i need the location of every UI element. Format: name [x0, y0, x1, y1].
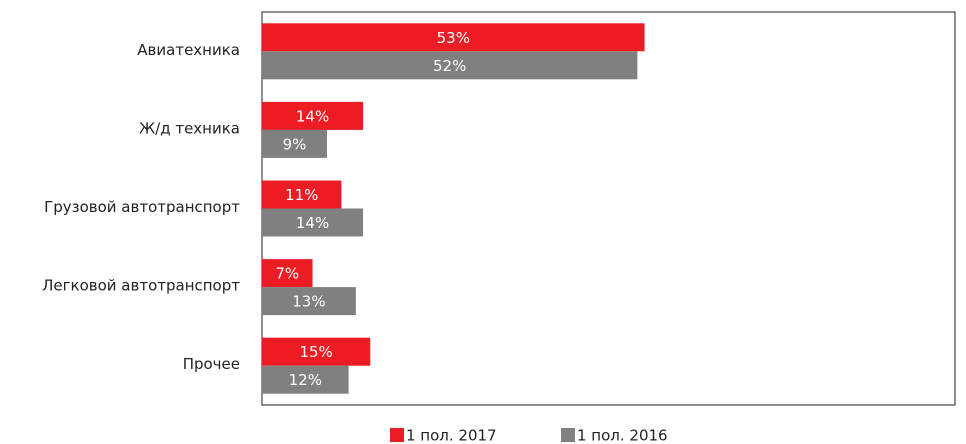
bar [262, 365, 349, 394]
y-tick-label: Авиатехника [137, 41, 240, 59]
value-label: 15% [299, 343, 332, 361]
value-label: 14% [296, 214, 329, 232]
bar [262, 208, 364, 237]
value-label: 53% [437, 29, 470, 47]
legend-label: 1 пол. 2016 [577, 427, 668, 444]
y-tick-label: Легковой автотранспорт [42, 277, 240, 295]
bar [262, 259, 313, 288]
value-label: 11% [285, 186, 318, 204]
bar [262, 129, 327, 158]
value-label: 13% [292, 293, 325, 311]
bar [262, 51, 638, 80]
y-tick-label: Прочее [183, 355, 240, 373]
y-tick-label: Ж/д техника [139, 119, 240, 137]
legend-label: 1 пол. 2017 [406, 427, 497, 444]
bar [262, 337, 371, 366]
legend-swatch [390, 428, 404, 442]
y-tick-label: Грузовой автотранспорт [44, 198, 240, 216]
value-label: 14% [296, 107, 329, 125]
value-label: 12% [289, 371, 322, 389]
value-label: 9% [283, 135, 307, 153]
value-label: 7% [275, 265, 299, 283]
bar [262, 101, 364, 130]
legend-swatch [561, 428, 575, 442]
bar [262, 23, 645, 52]
bar [262, 180, 342, 209]
bar [262, 287, 356, 316]
value-label: 52% [433, 57, 466, 75]
